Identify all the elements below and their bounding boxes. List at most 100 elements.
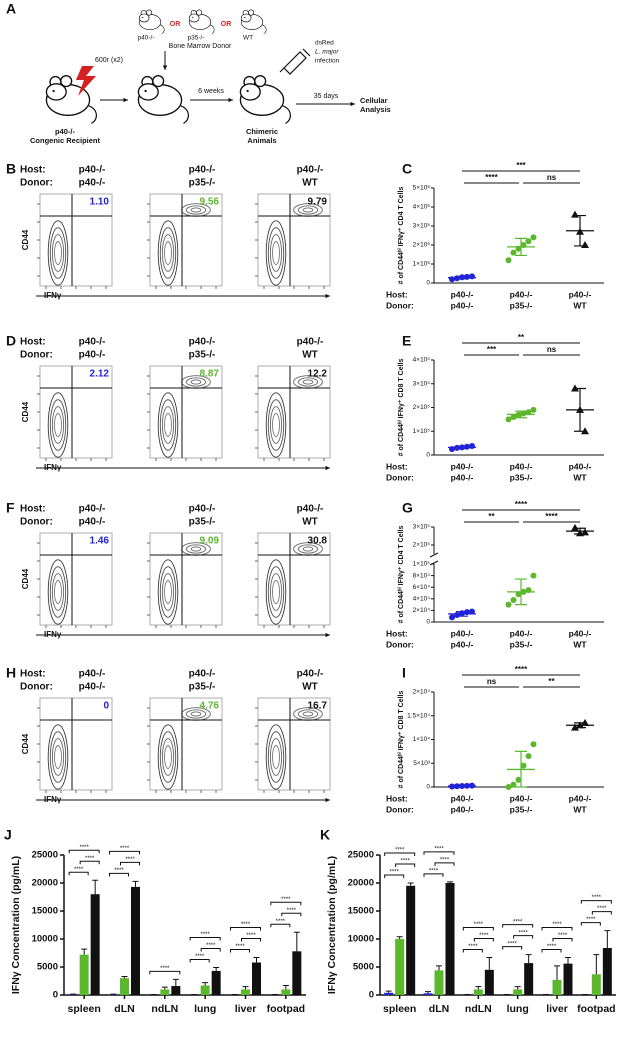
significance-label: **** bbox=[120, 846, 130, 852]
error-bar bbox=[486, 956, 493, 970]
contours bbox=[265, 707, 323, 790]
mouse-icon bbox=[138, 9, 165, 34]
error-bar bbox=[574, 214, 586, 247]
contour bbox=[164, 413, 172, 437]
significance-label: **** bbox=[586, 917, 596, 923]
significance-bracket bbox=[502, 946, 523, 950]
contour bbox=[265, 559, 287, 625]
significance-bracket bbox=[580, 922, 601, 926]
quadrant-percent: 1.10 bbox=[90, 197, 110, 208]
host-label: p40-/- bbox=[510, 628, 533, 638]
mouse-icon bbox=[188, 9, 215, 34]
error-bar bbox=[554, 965, 560, 980]
significance-bracket bbox=[552, 937, 573, 942]
mouse-tail bbox=[281, 104, 291, 124]
significance-label: **** bbox=[518, 930, 528, 936]
mouse-eye bbox=[52, 89, 55, 93]
contour bbox=[157, 220, 179, 286]
y-tick-label: 2×10⁴ bbox=[413, 689, 431, 696]
row-label: Host: bbox=[20, 504, 46, 515]
error-bar bbox=[293, 931, 300, 952]
y-tick-label: 6×10⁴ bbox=[413, 584, 431, 591]
data-point bbox=[505, 257, 512, 264]
row-label: Donor: bbox=[20, 178, 53, 189]
row-label: Host: bbox=[20, 337, 46, 348]
quadrant-percent: 4.76 bbox=[200, 701, 220, 712]
mouse-head bbox=[137, 83, 159, 101]
contours bbox=[265, 203, 323, 286]
data-point bbox=[469, 442, 475, 449]
error-bar bbox=[456, 275, 468, 280]
significance-label: **** bbox=[125, 857, 135, 863]
error-bar bbox=[525, 954, 532, 964]
y-tick-label: 3×10⁵ bbox=[413, 380, 431, 387]
error-bar bbox=[396, 936, 403, 939]
donor-label: p40-/- bbox=[79, 517, 106, 528]
significance-bracket bbox=[384, 852, 416, 856]
bar bbox=[591, 974, 601, 995]
y-axis-label: # of CD44ʰⁱ IFNγ⁺ CD4 T Cells bbox=[396, 526, 405, 624]
data-point bbox=[530, 406, 537, 413]
significance-bracket bbox=[513, 935, 534, 939]
significance-label: ** bbox=[488, 512, 495, 521]
significance-label: **** bbox=[597, 906, 607, 912]
y-axis-label: IFNγ Concentration (pg/mL) bbox=[10, 856, 22, 994]
panel-label: I bbox=[402, 665, 406, 681]
contour bbox=[161, 573, 175, 611]
error-bar bbox=[213, 967, 220, 971]
y-axis-label: # of CD44ʰⁱ IFNγ⁺ CD4 T Cells bbox=[396, 187, 405, 285]
contours bbox=[47, 724, 69, 790]
host-label: p40-/- bbox=[569, 793, 592, 803]
donor-label: p40-/- bbox=[79, 178, 106, 189]
error-bar bbox=[593, 954, 600, 975]
bar bbox=[473, 989, 483, 995]
host-label: p40-/- bbox=[451, 793, 474, 803]
host-label: p40-/- bbox=[569, 461, 592, 471]
contours bbox=[157, 707, 211, 790]
infection-label: infection bbox=[315, 58, 340, 65]
significance-bracket bbox=[281, 912, 302, 917]
y-tick-label: 0 bbox=[426, 452, 430, 459]
host-label: p40-/- bbox=[451, 289, 474, 299]
contour bbox=[51, 406, 65, 444]
data-point bbox=[515, 776, 522, 783]
contour bbox=[297, 544, 319, 554]
row-label: Host: bbox=[386, 793, 408, 803]
donor-label: p40-/- bbox=[451, 472, 474, 482]
contour bbox=[159, 731, 177, 783]
significance-bracket bbox=[149, 970, 181, 975]
error-bar bbox=[92, 879, 99, 895]
contour bbox=[47, 220, 69, 286]
error-bar bbox=[574, 722, 586, 729]
mouse-head bbox=[45, 83, 67, 101]
panel-label: H bbox=[6, 665, 16, 681]
significance-label: **** bbox=[485, 173, 498, 182]
contour bbox=[161, 406, 175, 444]
y-axis-label: # of CD44ʰⁱ IFNγ⁺ CD8 T Cells bbox=[396, 359, 405, 457]
y-tick-label: 25000 bbox=[32, 850, 58, 861]
row-label: Donor: bbox=[20, 517, 53, 528]
contour bbox=[190, 711, 202, 717]
significance-bracket bbox=[270, 923, 291, 928]
flow-plot-frame bbox=[149, 697, 223, 791]
donor-label: p35-/- bbox=[510, 639, 533, 649]
quadrant-percent: 9.09 bbox=[200, 536, 220, 547]
contour bbox=[49, 731, 67, 783]
arrow-head bbox=[350, 101, 355, 107]
host-label: p40-/- bbox=[189, 669, 216, 680]
panel-label: F bbox=[6, 500, 15, 516]
significance-label: *** bbox=[516, 161, 526, 170]
data-point bbox=[530, 741, 537, 748]
contour bbox=[297, 205, 319, 215]
significance-label: **** bbox=[400, 859, 410, 865]
significance-bracket bbox=[502, 924, 534, 928]
contour bbox=[272, 580, 280, 604]
quadrant-percent: 12.2 bbox=[308, 369, 328, 380]
significance-bracket bbox=[241, 937, 261, 942]
contour bbox=[272, 241, 280, 265]
data-point bbox=[469, 608, 475, 615]
significance-label: **** bbox=[287, 908, 297, 914]
row-label: Host: bbox=[386, 628, 408, 638]
y-tick-label: 3×10⁶ bbox=[413, 223, 431, 230]
